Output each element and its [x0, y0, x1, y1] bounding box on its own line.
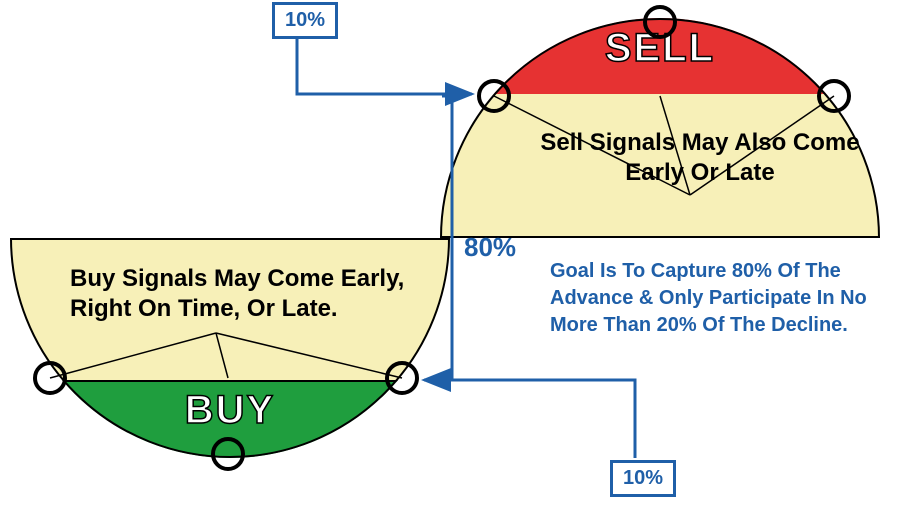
buy-baseline — [10, 238, 450, 240]
goal-text: Goal Is To Capture 80% Of The Advance & … — [550, 258, 880, 339]
pct-10-bot-box: 10% — [610, 460, 676, 497]
signal-ring — [211, 437, 245, 471]
sell-body-text: Sell Signals May Also Come Early Or Late — [540, 128, 860, 188]
signal-ring — [33, 361, 67, 395]
signal-ring — [385, 361, 419, 395]
signal-ring — [477, 79, 511, 113]
signal-ring — [643, 5, 677, 39]
pct-10-top-box: 10% — [272, 2, 338, 39]
buy-label: BUY — [10, 388, 450, 433]
diagram-stage: { "colors": { "accent_blue": "#1f5fa8", … — [0, 0, 915, 507]
signal-ring — [817, 79, 851, 113]
buy-body-text: Buy Signals May Come Early, Right On Tim… — [70, 264, 420, 324]
pct-80-label: 80% — [464, 232, 516, 263]
